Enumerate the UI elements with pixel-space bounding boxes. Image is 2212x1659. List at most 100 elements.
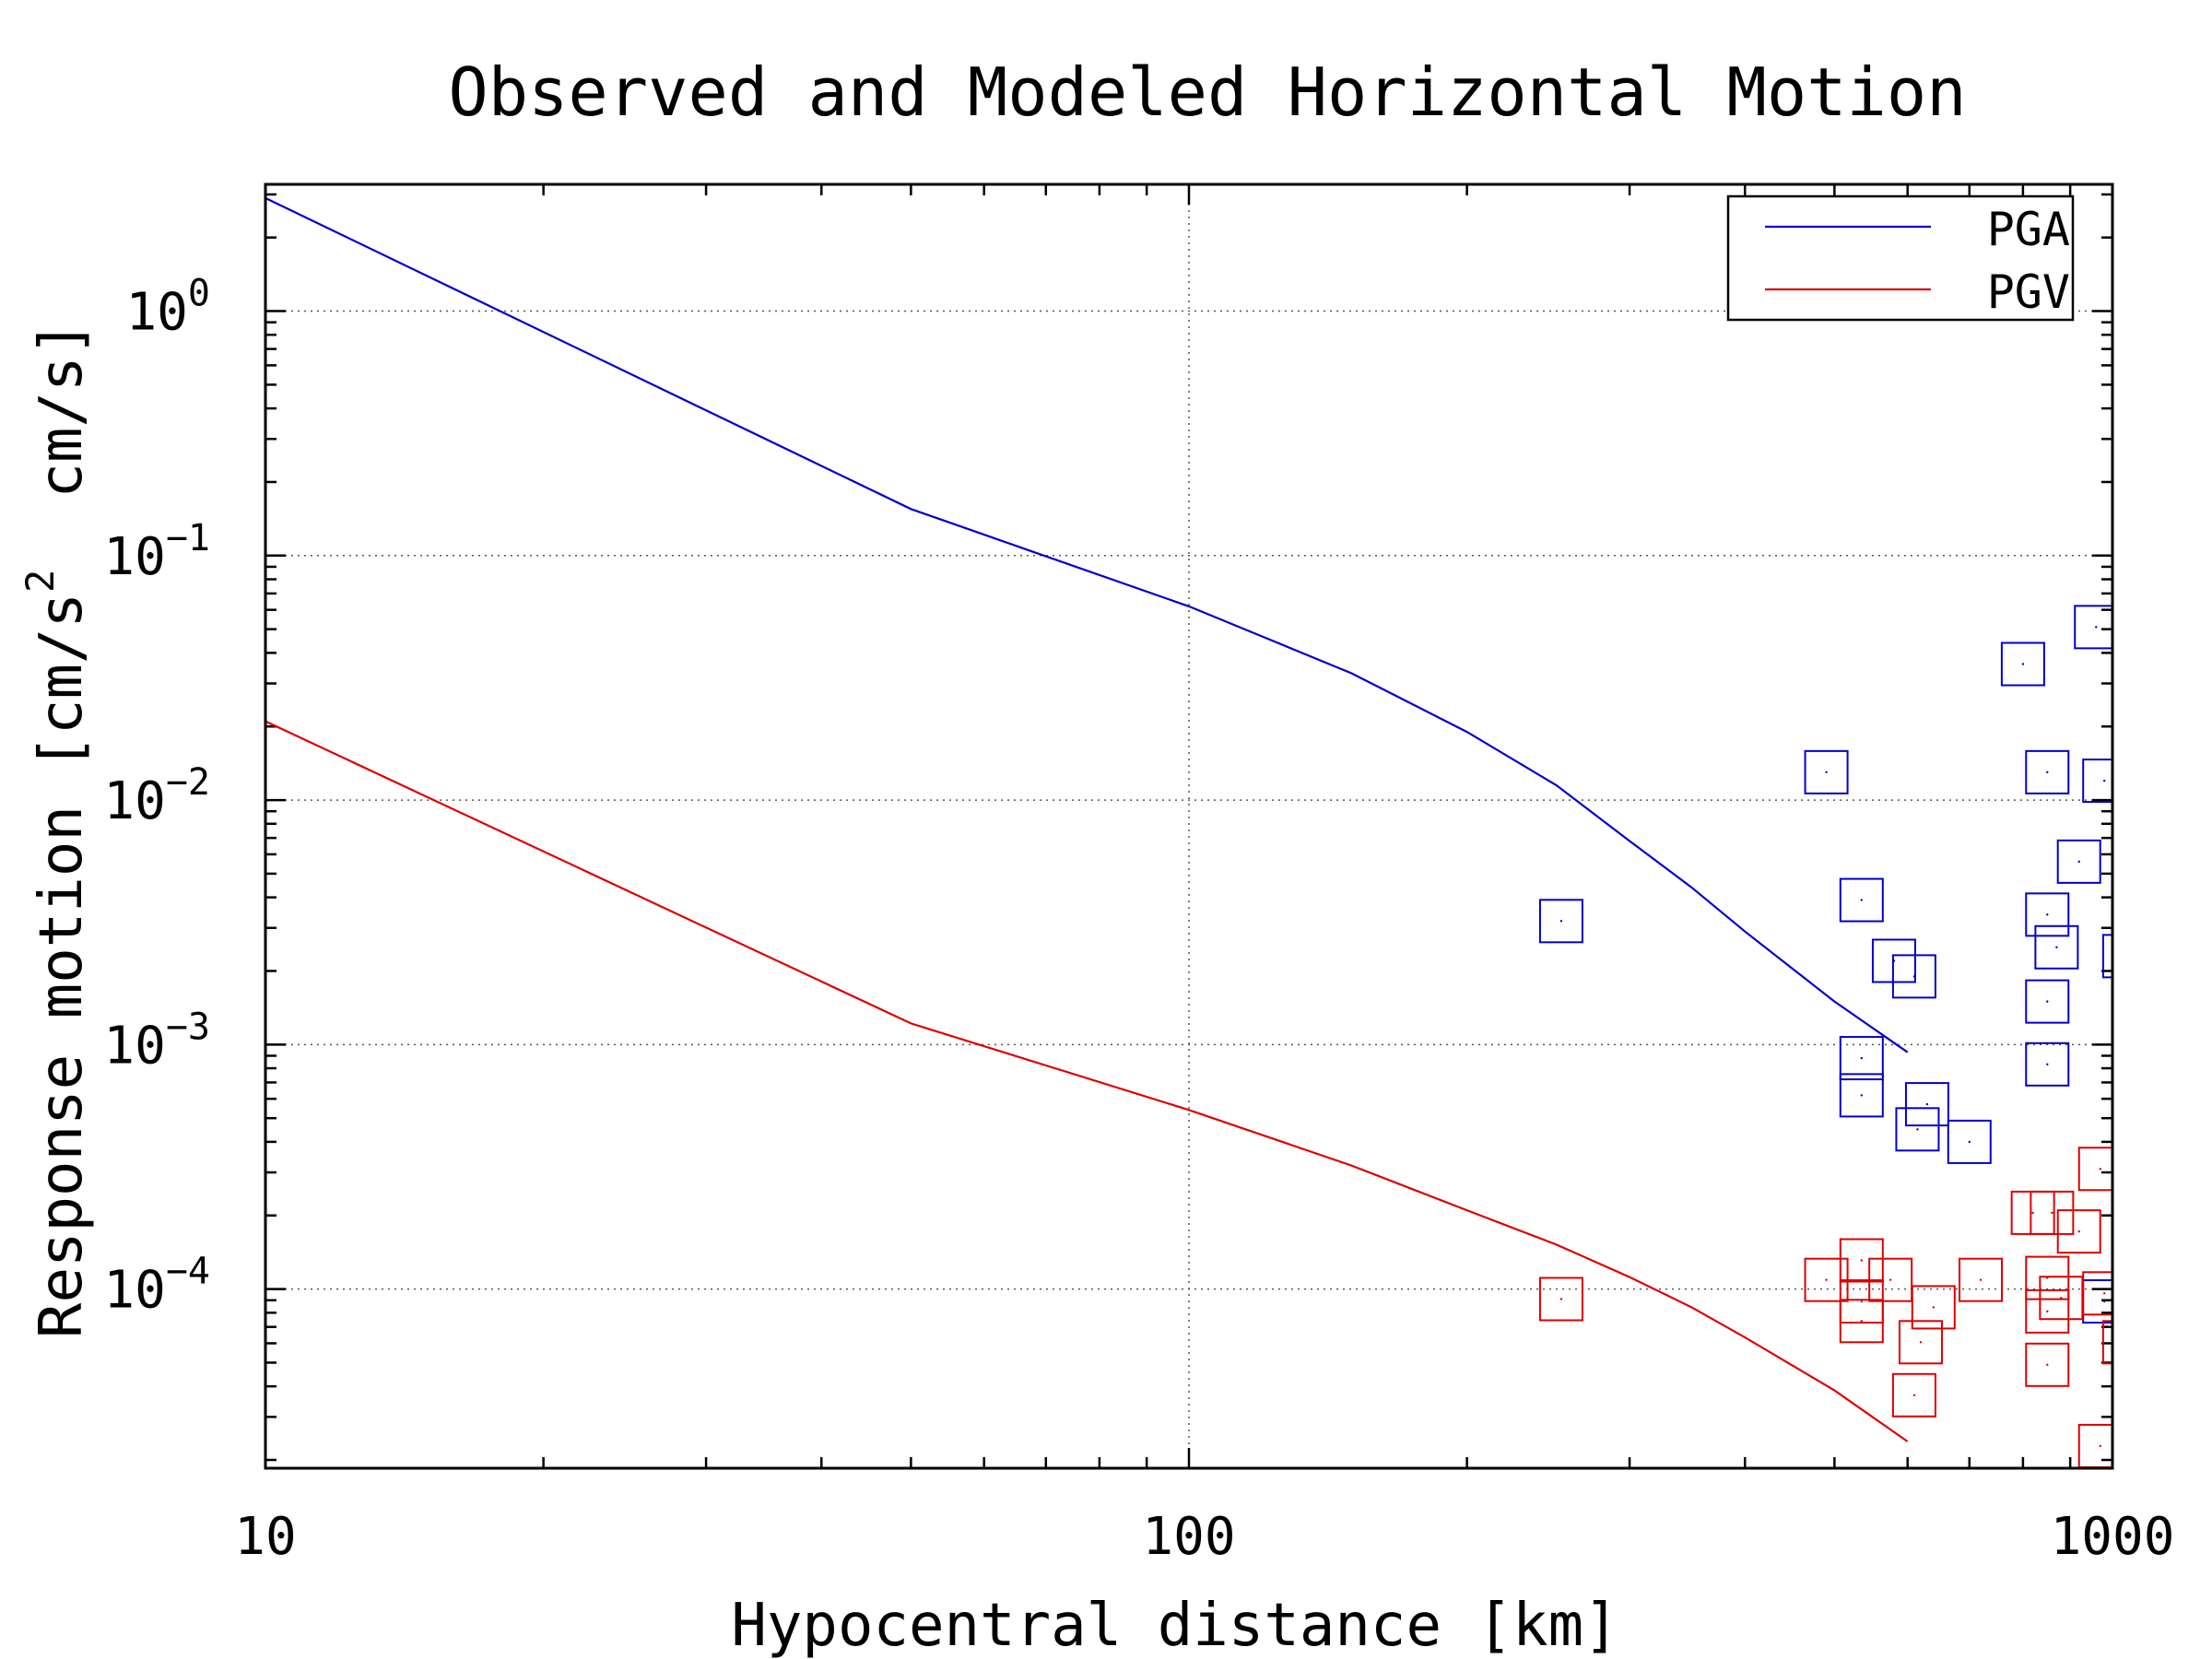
pga-observed-point <box>2077 860 2080 864</box>
x-tick-label: 1000 <box>2051 1507 2175 1567</box>
pgv-observed-marker <box>1891 1372 1936 1418</box>
pga-observed-point <box>2046 771 2049 774</box>
y-tick-label: 10−2 <box>103 761 210 831</box>
pga-observed-marker <box>2056 839 2101 884</box>
pga-observed-marker <box>1839 1073 1884 1118</box>
pga-observed-marker <box>2025 892 2070 937</box>
grid-lines <box>265 184 2112 1468</box>
pga-observed-marker <box>2025 749 2070 794</box>
pgv-observed-marker <box>2025 1288 2070 1334</box>
pgv-observed-point <box>2051 1211 2053 1215</box>
pga-observed-point <box>1860 1056 1864 1060</box>
pgv-observed-point <box>1559 1298 1563 1300</box>
y-tick-label: 10−3 <box>103 1006 210 1076</box>
pgv-observed-point <box>2077 1230 2080 1233</box>
pgv-observed-point <box>1860 1259 1864 1262</box>
pgv-observed-marker <box>1839 1238 1884 1283</box>
pga-observed-point <box>2046 1000 2049 1003</box>
x-axis-label: Hypocentral distance [km] <box>731 1592 1618 1659</box>
pga-observed-point <box>2021 663 2025 665</box>
pga-observed-point <box>1860 1094 1864 1097</box>
pga-observed-marker <box>2025 1041 2070 1087</box>
pga-observed-marker <box>1904 1082 1949 1127</box>
pgv-observed-marker <box>2025 1255 2070 1300</box>
y-tick-label-base: 10 <box>103 527 165 587</box>
y-axis-label-tail: cm/s] <box>28 321 96 570</box>
pgv-observed-marker <box>1868 1257 1913 1302</box>
legend-pga-label: PGA <box>1987 203 2070 256</box>
pga-observed-point <box>2095 626 2098 629</box>
pgv-observed-point <box>1932 1306 1935 1309</box>
pgv-observed-point <box>1888 1278 1892 1281</box>
pga-observed-point <box>1916 1128 1919 1131</box>
pgv-observed-point <box>2046 1363 2049 1366</box>
pgv-observed-marker <box>1911 1285 1956 1330</box>
pga-observed-marker <box>1839 1036 1884 1081</box>
y-tick-label: 100 <box>125 273 210 343</box>
y-tick-label-exponent: −3 <box>166 1006 210 1048</box>
pga-observed-point <box>2046 1063 2049 1066</box>
y-axis-label-main: Response motion [cm/s <box>28 593 96 1338</box>
y-tick-label-exponent: −1 <box>166 517 210 559</box>
x-tick-label: 10 <box>234 1507 296 1567</box>
plot-frame <box>264 182 2114 1470</box>
pga-observed-point <box>2046 913 2049 916</box>
pgv-observed-marker <box>2056 1209 2101 1254</box>
data-series <box>265 196 2112 1468</box>
y-tick-label-exponent: −2 <box>166 761 210 804</box>
pgv-observed-marker <box>2077 1147 2112 1192</box>
y-tick-label: 10−4 <box>103 1251 210 1321</box>
pgv-observed-point <box>1825 1278 1828 1281</box>
pga-observed-marker <box>1538 899 1583 944</box>
pga-observed-point <box>1860 899 1864 901</box>
pgv-observed-marker <box>2082 1271 2112 1316</box>
y-tick-label-base: 10 <box>103 771 165 831</box>
pgv-model-line <box>265 720 1909 1442</box>
pga-observed-marker <box>1871 938 1916 983</box>
pga-observed-marker <box>2082 759 2112 804</box>
pga-observed-point <box>2103 779 2106 782</box>
pgv-observed-point <box>1912 1394 1916 1396</box>
y-tick-label-base: 10 <box>103 1261 165 1321</box>
pgv-observed-point <box>1860 1320 1864 1323</box>
plot-area <box>265 196 2112 1468</box>
y-tick-label-base: 10 <box>125 283 187 343</box>
pgv-observed-point <box>1860 1300 1864 1303</box>
pgv-observed-point <box>2099 1168 2101 1171</box>
pga-observed-point <box>2055 946 2058 948</box>
pga-observed-marker <box>2101 934 2112 979</box>
y-tick-label-base: 10 <box>103 1016 165 1076</box>
pga-observed-point <box>1825 771 1828 774</box>
pga-observed-marker <box>1895 1107 1940 1152</box>
pga-observed-point <box>1912 975 1916 978</box>
pgv-observed-marker <box>2030 1190 2075 1235</box>
pga-observed-marker <box>1839 877 1884 923</box>
y-axis-label-superscript: 2 <box>18 570 63 593</box>
pga-observed-marker <box>2000 641 2045 687</box>
pga-observed-point <box>1968 1140 1971 1144</box>
y-tick-label-exponent: 0 <box>188 273 210 315</box>
pga-observed-marker <box>2034 924 2079 970</box>
legend: PGA PGV <box>1726 194 2075 322</box>
pgv-observed-point <box>1979 1278 1983 1281</box>
pga-observed-point <box>1925 1102 1929 1106</box>
pga-observed-marker <box>1947 1119 1992 1164</box>
y-axis-label: Response motion [cm/s2 cm/s] <box>18 321 96 1338</box>
pgv-observed-point <box>2060 1297 2063 1300</box>
pgv-observed-marker <box>1959 1257 2004 1302</box>
pgv-observed-point <box>2103 1292 2106 1295</box>
y-tick-label: 10−1 <box>103 517 210 587</box>
pga-observed-marker <box>1804 749 1849 794</box>
pga-observed-marker <box>2074 605 2112 650</box>
pgv-observed-marker <box>1839 1299 1884 1344</box>
pgv-observed-point <box>1919 1341 1923 1344</box>
pgv-observed-point <box>2031 1211 2034 1215</box>
pgv-observed-marker <box>1538 1277 1583 1322</box>
y-tick-label-exponent: −4 <box>166 1251 210 1293</box>
pga-model-line <box>265 196 1909 1053</box>
legend-box <box>1726 194 2075 322</box>
pga-observed-point <box>2103 1300 2106 1303</box>
pga-observed-point <box>1559 920 1563 923</box>
